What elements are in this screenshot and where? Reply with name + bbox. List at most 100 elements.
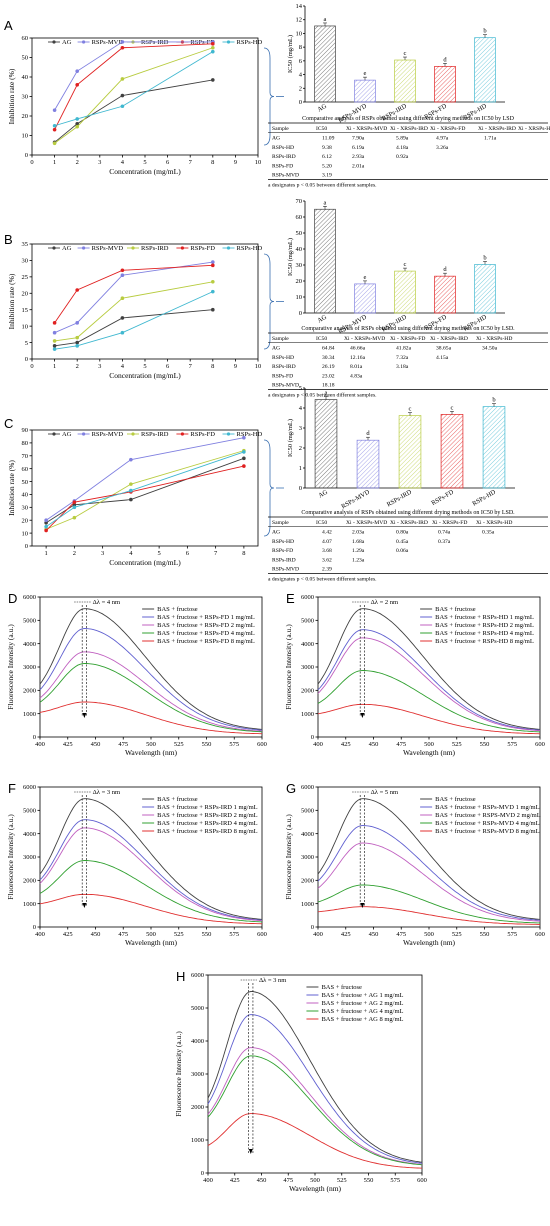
data-point: [72, 502, 77, 507]
legend-marker: [226, 432, 231, 436]
significance-letter: a: [324, 199, 327, 206]
y-tick-label: 1000: [191, 1137, 204, 1144]
legend-marker: [52, 40, 56, 44]
legend-entry: RSPs-MVD: [92, 39, 124, 46]
x-tick-label: 1: [53, 159, 56, 166]
bar: [482, 406, 506, 489]
significance-letter: d: [443, 266, 447, 273]
data-point: [211, 279, 215, 284]
table-title: Comparative analysis of RSPs obtained us…: [301, 325, 515, 332]
data-point: [75, 117, 79, 121]
table-cell: 6.19a: [352, 145, 365, 151]
table-cell: 3.62: [322, 557, 332, 563]
legend-entry: BAS + fructose: [157, 796, 198, 803]
y-tick-label: 1000: [301, 711, 314, 718]
legend-marker: [52, 432, 56, 436]
table-cell: 9.38: [322, 145, 332, 151]
table-cell: 2.39: [322, 567, 332, 573]
plot-frame: [31, 243, 259, 360]
table-row-label: AG: [272, 136, 280, 142]
x-axis-label: Wavelength (nm): [403, 938, 456, 947]
table-cell: 0.80a: [396, 530, 409, 536]
table-row-label: RSPs-IRD: [272, 154, 296, 160]
x-axis-label: Wavelength (nm): [403, 748, 456, 757]
table-cell: 64.84: [322, 346, 335, 352]
y-tick-label: 15: [22, 307, 29, 314]
x-tick-label: 550: [480, 931, 490, 938]
series-line: [54, 41, 213, 111]
spectrum-curve: [317, 670, 541, 733]
table-footnote: a designates p < 0.05 between different …: [268, 182, 377, 189]
y-tick-label: 20: [296, 278, 303, 285]
x-tick-label: 3: [98, 159, 101, 166]
delta-lambda-label: Δλ = 5 nm: [371, 789, 398, 796]
data-point: [75, 124, 79, 129]
table-cell: 4.97a: [436, 136, 449, 142]
x-tick-label: 525: [337, 1177, 347, 1184]
legend-entry: BAS + fructose + AG 2 mg/mL: [321, 1000, 403, 1007]
significance-letter: e: [364, 70, 367, 77]
y-tick-label: 2000: [301, 688, 314, 695]
data-point: [44, 524, 48, 529]
table-cell: 2.93a: [352, 154, 365, 160]
spectrum-curve: [317, 703, 541, 735]
x-tick-label: 7: [214, 550, 218, 557]
y-tick-label: 5000: [23, 618, 36, 625]
data-point: [129, 482, 133, 486]
bar: [354, 283, 376, 314]
lsd-table-A: Comparative analysis of RSPs obtained us…: [268, 115, 550, 189]
table-cell: 0.37a: [438, 539, 451, 545]
x-tick-label: 4: [121, 159, 125, 166]
data-point: [120, 93, 125, 98]
data-point: [52, 330, 57, 335]
table-header: Xi - XRSPs-HD: [476, 520, 512, 526]
x-tick-label: 450: [257, 1177, 267, 1184]
table-row-label: RSPs-MVD: [272, 173, 299, 179]
x-tick-label: 7: [189, 159, 193, 166]
delta-lambda-label: Δλ = 2 nm: [371, 599, 398, 606]
table-title: Comparative analysis of RSPs obtained us…: [301, 509, 515, 516]
y-axis-label: Fluorescence Intensity (a.u.): [6, 814, 15, 900]
series-line: [54, 47, 213, 144]
table-row-label: RSPs-IRD: [272, 364, 296, 370]
y-tick-label: 0: [299, 310, 302, 317]
x-tick-label: 525: [174, 931, 184, 938]
spectrum-curve: [39, 860, 263, 923]
table-row-label: RSPs-FD: [272, 163, 293, 169]
y-tick-label: 2000: [23, 688, 36, 695]
data-point: [44, 528, 48, 533]
data-point: [211, 42, 215, 46]
bar: [398, 415, 422, 489]
y-tick-label: 0: [25, 543, 28, 550]
legend-entry: RSPs-HD: [237, 431, 263, 438]
data-point: [75, 69, 79, 73]
data-point: [52, 344, 57, 348]
down-arrow: [82, 903, 87, 908]
y-tick-label: 35: [22, 241, 29, 248]
significance-letter: c: [451, 404, 454, 411]
spectrum-curve: [317, 825, 541, 921]
legend-marker: [180, 246, 184, 250]
x-tick-label: 600: [257, 931, 267, 938]
spectrum-curve: [207, 1047, 423, 1165]
bar: [314, 25, 336, 103]
table-header: IC50: [316, 336, 327, 342]
bar: [354, 79, 376, 103]
y-tick-label: 0: [299, 99, 302, 106]
y-tick-label: 20: [22, 290, 29, 297]
x-axis-label: Concentration (mg/mL): [109, 558, 181, 567]
x-tick-label: 475: [396, 741, 406, 748]
panel-letter: C: [4, 416, 13, 431]
category-label: RSPs-HD: [471, 489, 497, 508]
y-tick-label: 14: [296, 3, 303, 10]
bar: [314, 208, 336, 314]
spectrum-curve: [317, 842, 541, 922]
data-point: [52, 339, 57, 343]
significance-letter: a: [324, 16, 327, 23]
legend-entry: BAS + fructose + RSPs-HD 2 mg/mL: [435, 622, 534, 629]
y-tick-label: 4000: [23, 831, 36, 838]
series-line: [54, 264, 213, 324]
y-tick-label: 60: [22, 35, 29, 42]
y-tick-label: 5: [25, 340, 28, 347]
